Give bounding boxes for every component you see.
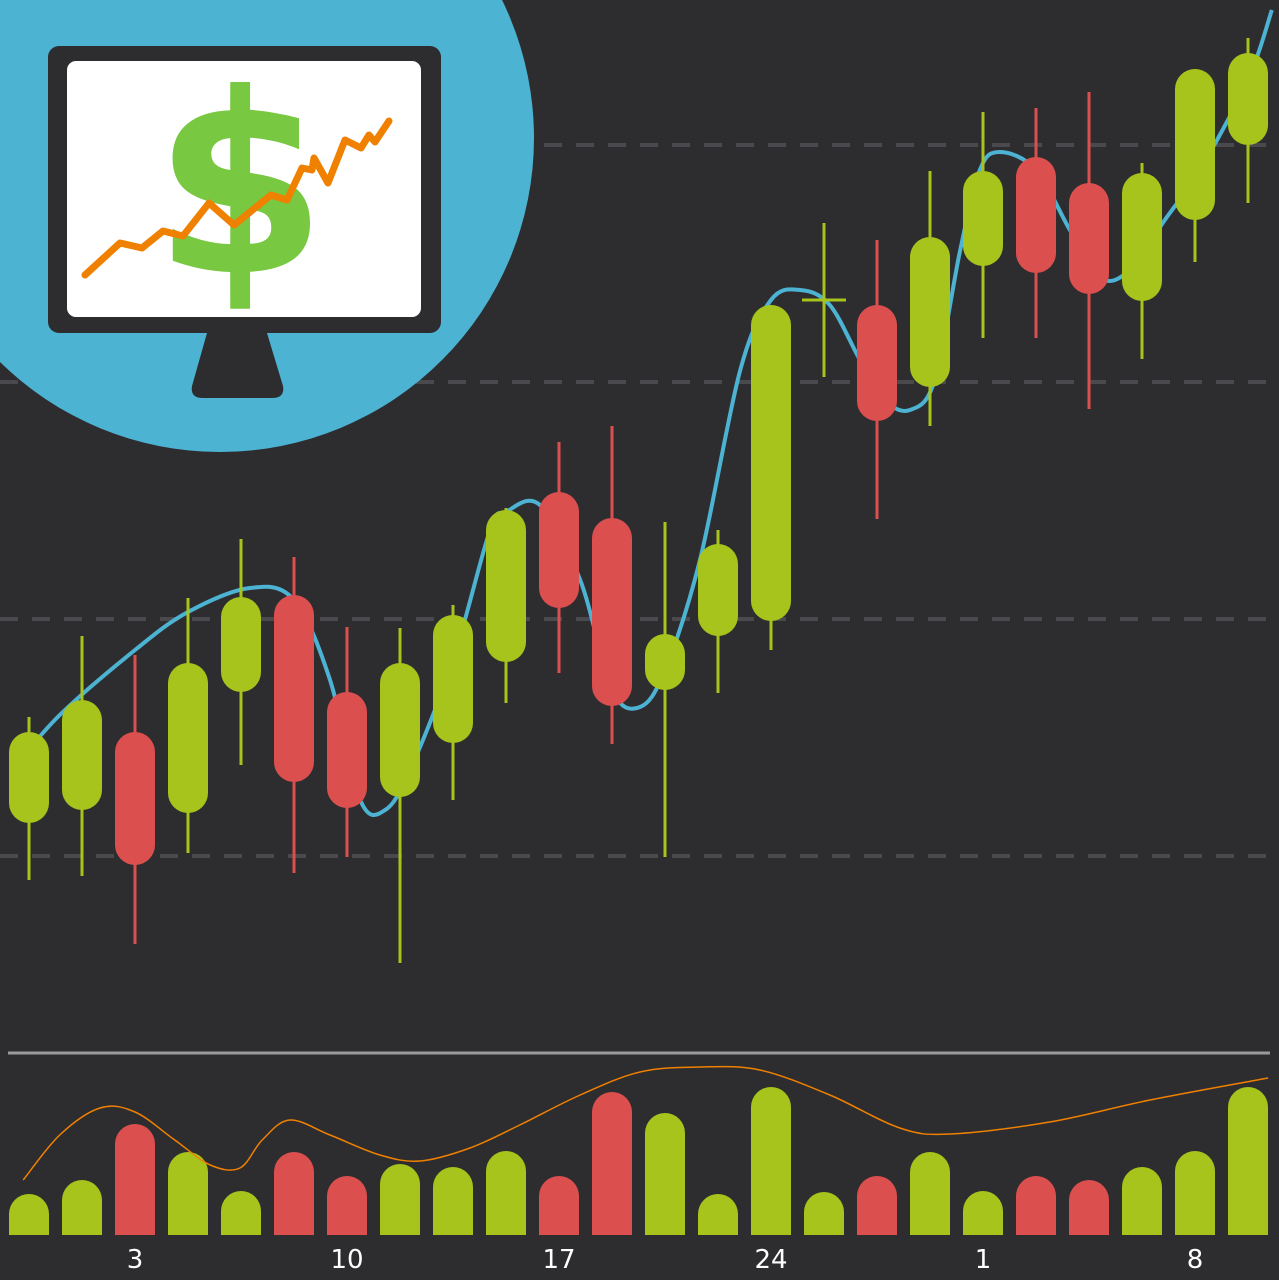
volume-bar	[380, 1164, 420, 1235]
volume-bar	[804, 1192, 844, 1235]
candle-body	[539, 492, 579, 608]
candle-body	[9, 732, 49, 823]
volume-bar	[9, 1194, 49, 1235]
volume-bar	[221, 1191, 261, 1235]
candle-body	[433, 615, 473, 743]
candle-body	[221, 597, 261, 692]
volume-bar	[1228, 1087, 1268, 1235]
candle-body	[1069, 183, 1109, 294]
rising-trend-line	[81, 117, 393, 279]
candle-body	[1016, 157, 1056, 273]
grid-lines	[0, 143, 1279, 858]
volume-bar	[645, 1113, 685, 1235]
dollar-sign-icon: $	[153, 40, 327, 331]
candle-body	[380, 663, 420, 797]
volume-bars-layer	[9, 1087, 1268, 1235]
x-axis-ticks: 3 10 17 24 1 8	[127, 1245, 1204, 1275]
volume-bar	[274, 1152, 314, 1235]
volume-bar	[857, 1176, 897, 1235]
candle-body	[592, 518, 632, 706]
volume-bar	[539, 1176, 579, 1235]
volume-bar	[1016, 1176, 1056, 1235]
candle-body	[486, 510, 526, 662]
candle-body	[645, 634, 685, 690]
candle-body	[910, 237, 950, 387]
volume-average-line	[22, 1065, 1269, 1181]
volume-bar	[698, 1194, 738, 1235]
volume-average-layer	[22, 1065, 1269, 1181]
monitor-screen	[67, 61, 421, 317]
volume-bar	[910, 1152, 950, 1235]
candle-body	[963, 171, 1003, 266]
candle-body	[751, 305, 791, 621]
volume-bar	[592, 1092, 632, 1235]
candle-body	[857, 305, 897, 421]
volume-bar	[433, 1167, 473, 1235]
candles-layer	[9, 38, 1268, 963]
candle-body	[168, 663, 208, 813]
candle-body	[115, 732, 155, 865]
candle-body	[698, 544, 738, 636]
volume-bar	[62, 1180, 102, 1235]
candle-body	[1175, 69, 1215, 220]
volume-bar	[1069, 1180, 1109, 1235]
volume-bar	[1175, 1151, 1215, 1235]
x-tick-label: 17	[542, 1245, 575, 1275]
volume-bar	[327, 1176, 367, 1235]
candle-body	[1122, 173, 1162, 301]
x-tick-label: 10	[330, 1245, 363, 1275]
candle-body	[274, 595, 314, 782]
volume-bar	[168, 1152, 208, 1235]
candle-body	[1228, 53, 1268, 145]
x-tick-label: 8	[1187, 1245, 1204, 1275]
volume-bar	[1122, 1167, 1162, 1235]
candle-body	[62, 700, 102, 810]
volume-bar	[751, 1087, 791, 1235]
volume-bar	[963, 1191, 1003, 1235]
x-tick-label: 1	[975, 1245, 992, 1275]
volume-bar	[486, 1151, 526, 1235]
volume-bar	[115, 1124, 155, 1235]
x-tick-label: 3	[127, 1245, 144, 1275]
monitor-badge-illustration: $	[0, 0, 534, 452]
candle-body	[327, 692, 367, 808]
x-tick-label: 24	[754, 1245, 787, 1275]
monitor-stand	[191, 333, 284, 398]
